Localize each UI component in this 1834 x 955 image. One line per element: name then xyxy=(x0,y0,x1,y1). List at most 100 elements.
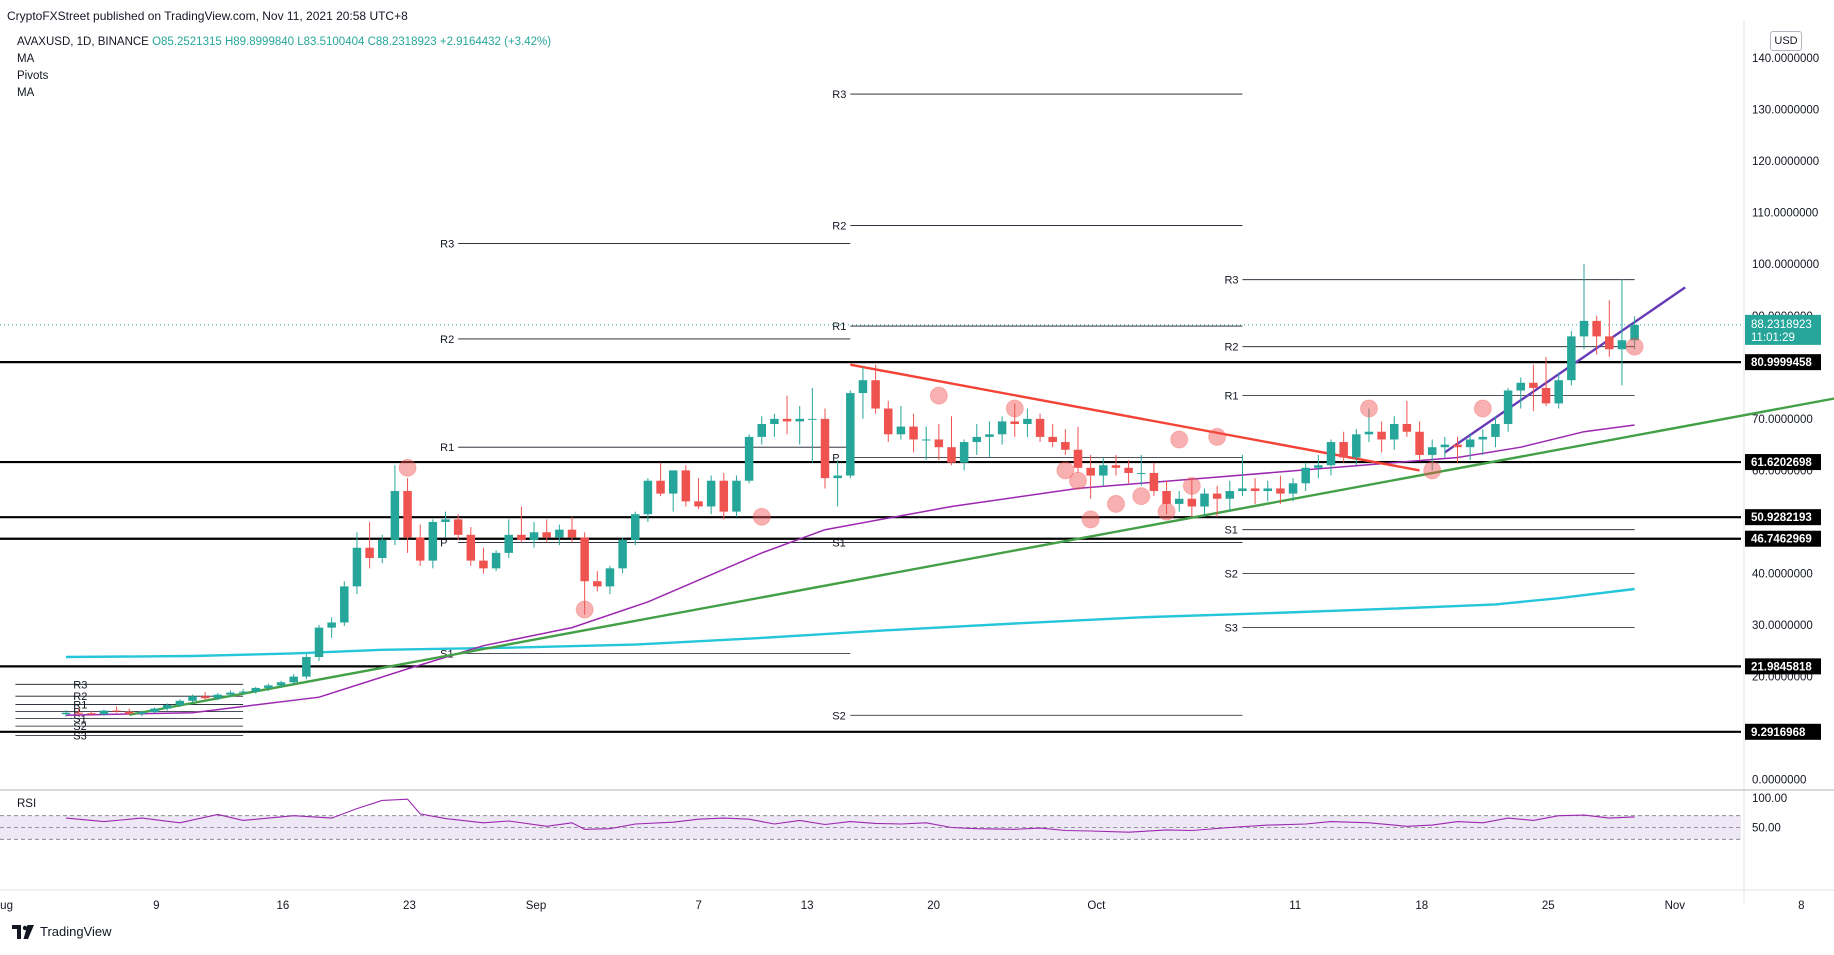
candle-body xyxy=(1124,467,1133,473)
touch-marker xyxy=(1473,399,1492,418)
candle-body xyxy=(441,519,450,522)
candle-body xyxy=(112,710,121,712)
x-tick-label: Aug xyxy=(0,900,13,912)
x-tick-label: 8 xyxy=(1798,900,1804,912)
candle-body xyxy=(1567,336,1576,381)
touch-marker xyxy=(1208,427,1227,446)
candle-body xyxy=(1529,382,1538,388)
ohlc-high: H89.8999840 xyxy=(224,36,295,48)
ohlc-close: C88.2318923 xyxy=(367,36,437,48)
candle-body xyxy=(858,380,868,394)
candle-body xyxy=(959,442,969,463)
candle-body xyxy=(871,380,880,409)
candle-body xyxy=(213,694,223,699)
indicator-ma-2[interactable]: MA xyxy=(17,87,35,99)
candle-body xyxy=(972,436,982,443)
candle-body xyxy=(1440,444,1450,448)
candle-body xyxy=(1301,467,1310,484)
candle-body xyxy=(137,712,147,714)
candle-body xyxy=(668,470,678,494)
touch-marker xyxy=(1157,502,1176,521)
pivot-level-label: R3 xyxy=(1224,275,1238,287)
rsi-pane-label[interactable]: RSI xyxy=(17,798,37,810)
candle-body xyxy=(1630,324,1639,341)
published-caption: CryptoFXStreet published on TradingView.… xyxy=(7,9,408,23)
pivot-level-label: S2 xyxy=(1224,569,1237,581)
x-tick-label: 11 xyxy=(1289,900,1301,912)
candle-body xyxy=(61,712,71,715)
y-tick-label: 20.0000000 xyxy=(1752,672,1813,684)
indicator-pivots[interactable]: Pivots xyxy=(17,70,49,82)
candle-body xyxy=(1086,467,1095,476)
candle-body xyxy=(1605,336,1614,350)
candle-body xyxy=(390,491,400,540)
candle-body xyxy=(1035,418,1045,437)
level-price-label: 21.9845818 xyxy=(1751,661,1812,673)
currency-button[interactable]: USD xyxy=(1770,31,1802,51)
touch-marker xyxy=(1069,471,1087,490)
candle-body xyxy=(719,480,729,512)
candle-body xyxy=(782,418,792,422)
candle-body xyxy=(1023,418,1032,425)
touch-marker xyxy=(1081,510,1100,529)
candle-body xyxy=(1377,431,1386,440)
candle-body xyxy=(770,418,779,425)
candle-body xyxy=(87,713,96,715)
y-tick-label: 100.0000000 xyxy=(1752,259,1819,271)
y-tick-label: 140.0000000 xyxy=(1752,53,1819,65)
touch-marker xyxy=(575,600,594,619)
candle-body xyxy=(1554,380,1563,404)
pivot-level-label: R3 xyxy=(440,239,454,251)
candle-body xyxy=(1099,465,1108,476)
candle-body xyxy=(1073,449,1083,468)
candle-body xyxy=(542,532,551,538)
candle-body xyxy=(403,491,412,538)
candle-body xyxy=(1162,491,1171,504)
candle-body xyxy=(302,657,311,677)
candle-body xyxy=(681,470,691,502)
pivot-level-label: R1 xyxy=(1224,391,1238,403)
change-value: +2.9164432 (+3.42%) xyxy=(439,36,552,48)
candle-body xyxy=(605,568,615,587)
touch-marker xyxy=(929,386,948,405)
x-tick-label: 9 xyxy=(153,900,159,912)
y-tick-label: 40.0000000 xyxy=(1752,569,1813,581)
pivot-level-label: R3 xyxy=(832,89,846,101)
countdown-label: 11:01:29 xyxy=(1751,332,1795,344)
candle-body xyxy=(1427,447,1437,455)
pivot-level-label: R1 xyxy=(73,699,87,711)
candle-body xyxy=(1048,436,1057,443)
candle-body xyxy=(1579,320,1589,337)
indicator-ma-1[interactable]: MA xyxy=(17,53,35,65)
candle-body xyxy=(1288,483,1298,494)
candle-body xyxy=(1137,472,1146,474)
candle-body xyxy=(529,532,539,540)
candle-body xyxy=(1390,424,1399,440)
candle-body xyxy=(378,539,387,559)
candle-body xyxy=(643,480,653,515)
candle-body xyxy=(896,426,906,435)
candle-body xyxy=(1453,444,1462,448)
level-price-tag xyxy=(1745,530,1821,547)
candle-body xyxy=(1364,431,1374,435)
candle-body xyxy=(150,708,159,713)
ohlc-open: O85.2521315 xyxy=(152,36,222,48)
symbol-label[interactable]: AVAXUSD, 1D, BINANCE xyxy=(17,36,149,48)
ohlc-low: L83.5100404 xyxy=(297,36,365,48)
candle-body xyxy=(1010,421,1019,425)
candle-body xyxy=(314,627,324,658)
last-price-label: 88.2318923 xyxy=(1751,319,1812,331)
candle-body xyxy=(504,534,513,553)
candle-body xyxy=(618,539,627,569)
pivot-level-label: S2 xyxy=(73,721,86,733)
candle-body xyxy=(365,547,374,559)
y-tick-label: 130.0000000 xyxy=(1752,105,1819,117)
footer-brand[interactable]: TradingView xyxy=(40,924,112,939)
candle-body xyxy=(1503,390,1513,425)
candle-body xyxy=(175,700,185,705)
candle-body xyxy=(200,696,210,699)
pivot-level-label: P xyxy=(73,707,80,719)
touch-marker xyxy=(1106,494,1125,513)
